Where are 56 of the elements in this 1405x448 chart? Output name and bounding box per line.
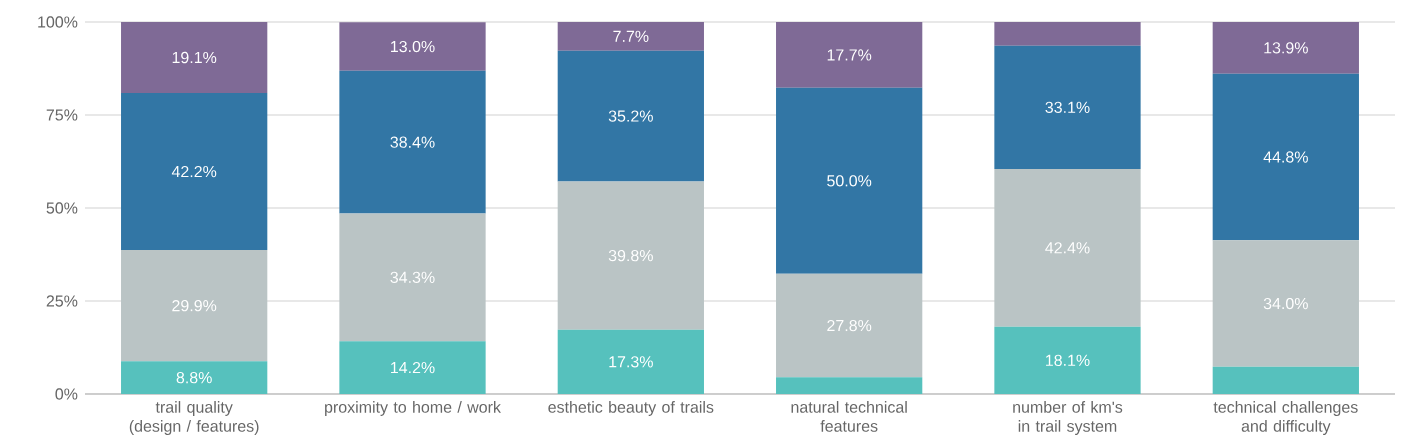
x-tick-label: proximity to home / work — [325, 401, 501, 416]
bar — [557, 181, 704, 330]
data-label: 14.2% — [391, 361, 435, 374]
data-label: 18.1% — [1046, 354, 1090, 366]
bar — [339, 213, 486, 342]
data-label: 34.0% — [1263, 297, 1308, 310]
data-label: 17.7% — [827, 49, 872, 61]
bar — [339, 22, 486, 71]
data-label: 27.8% — [827, 319, 872, 332]
x-tick-label: technical challenges and difficulty — [1213, 401, 1358, 435]
bar — [121, 93, 268, 251]
data-label: 35.2% — [608, 110, 653, 122]
data-label: 34.3% — [390, 271, 435, 284]
bar — [121, 21, 268, 94]
data-label: 38.4% — [390, 136, 435, 148]
data-label: 13.0% — [391, 40, 435, 53]
bar — [1212, 21, 1359, 74]
bar — [994, 326, 1141, 394]
y-tick-label: 50% — [46, 202, 78, 214]
data-label: 29.9% — [172, 299, 217, 312]
data-label: 39.8% — [608, 249, 653, 262]
bar — [557, 21, 704, 51]
bar — [776, 21, 923, 88]
data-label: 17.3% — [609, 356, 653, 368]
y-tick-label: 75% — [46, 109, 78, 121]
bar — [339, 341, 486, 394]
bar — [339, 70, 486, 214]
y-tick-label: 0% — [55, 388, 78, 400]
bar — [776, 273, 923, 378]
bar — [994, 45, 1141, 169]
bar — [557, 329, 704, 394]
data-label: 42.2% — [171, 165, 217, 178]
data-label: 50.0% — [827, 175, 872, 187]
x-tick-label: natural technical features — [791, 401, 907, 432]
data-label: 13.9% — [1264, 42, 1308, 54]
bar — [776, 87, 923, 274]
bar — [1212, 73, 1359, 241]
y-tick-label: 100% — [38, 16, 78, 28]
bar — [994, 168, 1141, 327]
data-label: 44.8% — [1263, 151, 1308, 163]
bar — [121, 250, 268, 362]
data-label: 33.1% — [1045, 101, 1090, 114]
data-label: 8.8% — [176, 371, 212, 384]
y-tick-label: 25% — [46, 295, 78, 307]
x-tick-label: trail quality (design / features) — [129, 401, 259, 435]
data-label: 19.1% — [172, 51, 217, 64]
bar — [121, 361, 268, 394]
bar — [557, 50, 704, 182]
bar — [994, 21, 1141, 46]
bar — [1212, 240, 1359, 367]
x-tick-label: number of km's in trail system — [1013, 401, 1123, 435]
bar — [776, 377, 923, 394]
bar — [1212, 366, 1359, 394]
data-label: 42.4% — [1045, 242, 1090, 254]
x-tick-label: esthetic beauty of trails — [548, 401, 714, 416]
data-label: 7.7% — [613, 30, 649, 42]
